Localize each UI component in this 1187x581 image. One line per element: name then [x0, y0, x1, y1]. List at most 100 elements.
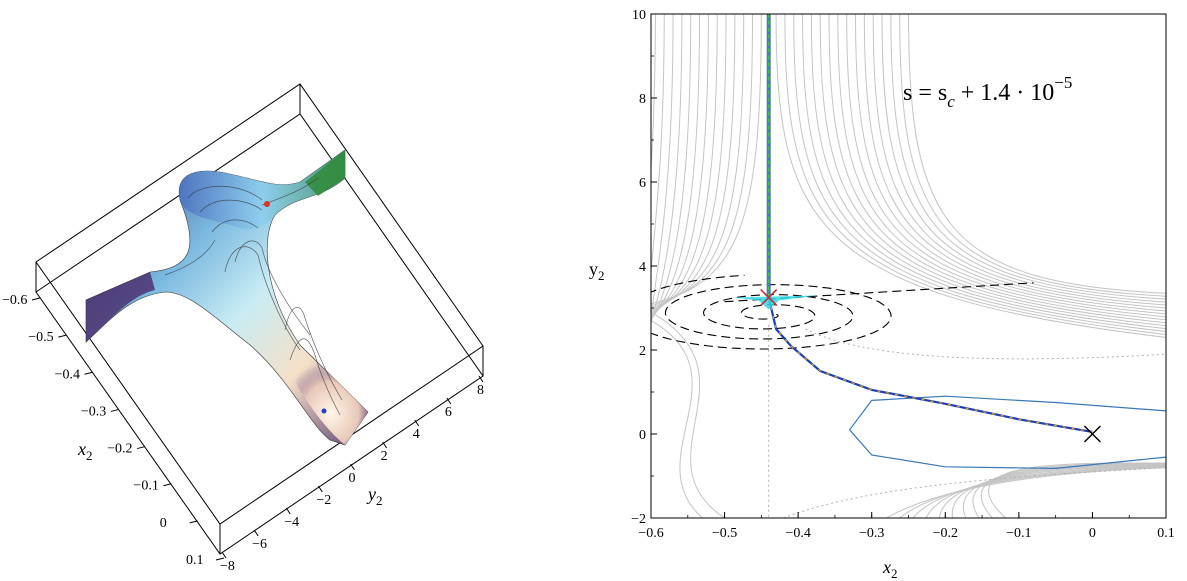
contour-line: [952, 464, 1166, 518]
contour-line: [651, 14, 692, 321]
y-tick-label: 0: [639, 428, 646, 443]
contour-line: [651, 14, 745, 309]
x2-tick-mark: [110, 408, 119, 412]
y2-ticks: −8 −6 −4 −2 0 2 4 6 8: [220, 375, 484, 574]
y-tick-label: 8: [639, 92, 646, 107]
y-tick-label: 2: [639, 344, 646, 359]
contour-lines: [651, 14, 1166, 518]
y-axis-title-main: y: [589, 259, 598, 279]
contour-line: [810, 14, 1166, 327]
contour-line: [651, 14, 727, 313]
contour-line: [837, 14, 1166, 318]
x2-axis-title-main: x: [77, 439, 86, 459]
y2-tick-label: 0: [349, 471, 356, 486]
separatrix-upper: [805, 328, 1166, 360]
contour-line: [651, 14, 762, 305]
y-tick-label: −2: [631, 512, 646, 527]
y-axis-ticks: −2 0 2 4 6 8 10: [631, 8, 657, 527]
contour-line: [784, 14, 1166, 335]
saddle-marker-3d: [264, 201, 270, 207]
contour-line: [651, 14, 718, 315]
markers: [760, 288, 1101, 443]
contour-line: [651, 320, 703, 518]
y2-tick-label: 8: [477, 383, 484, 398]
contour-line: [651, 334, 652, 336]
x-tick-label: 0.1: [1157, 526, 1175, 541]
plot-frame: [650, 13, 1167, 519]
x2-tick-label: −0.4: [55, 367, 80, 382]
saddle-region: [732, 295, 817, 310]
x2-tick-label: −0.2: [107, 442, 132, 457]
contour-line: [793, 14, 1166, 333]
trajectory-line: [767, 297, 1093, 433]
contour-line: [890, 14, 1166, 300]
contour-line: [886, 467, 1166, 518]
contour-line: [651, 14, 674, 325]
saddle-region-fill: [732, 295, 817, 310]
y2-tick-label: 4: [413, 427, 420, 442]
x-axis-title-main: x: [882, 557, 891, 577]
x2-ticks: −0.6 −0.5 −0.4 −0.3 −0.2 −0.1 0 0.1: [2, 293, 225, 568]
x2-tick-label: 0: [160, 516, 167, 531]
contour-line: [938, 465, 1166, 518]
x2-tick-mark: [137, 446, 146, 450]
contour-line: [802, 14, 1166, 330]
contour-line: [988, 462, 1166, 518]
x2-tick-label: −0.5: [28, 330, 53, 345]
separatrix-lines: [768, 324, 1166, 518]
y-tick-label: 6: [639, 176, 646, 191]
contour-line: [651, 14, 683, 323]
y2-tick-mark: [446, 397, 452, 405]
contour-line: [899, 466, 1166, 518]
y2-tick-label: −2: [316, 493, 331, 508]
x2-tick-label: −0.1: [133, 479, 158, 494]
spiral-trajectory: [651, 274, 1034, 350]
spiral-curve: [651, 274, 892, 350]
minimum-marker-3d: [321, 408, 327, 414]
x2-tick-label: −0.3: [81, 404, 106, 419]
y2-tick-label: −4: [284, 515, 299, 530]
contour-line: [963, 464, 1166, 518]
contour-line: [828, 14, 1166, 321]
trajectory-dash: [768, 297, 1093, 433]
contour-line: [819, 14, 1166, 324]
y2-tick-mark: [317, 485, 323, 493]
contour-line: [912, 466, 1166, 518]
annotation-lhs: s = s: [903, 80, 947, 106]
parameter-annotation: s = sc + 1.4 · 10−5: [903, 73, 1072, 111]
x2-tick-mark: [215, 557, 225, 561]
contour-line: [651, 14, 665, 327]
y2-tick-mark: [478, 375, 484, 383]
contour-line: [651, 14, 709, 317]
contour-line: [872, 14, 1166, 306]
x-tick-label: −0.1: [1006, 526, 1031, 541]
closed-contour: [849, 395, 1166, 469]
x-axis-ticks: −0.6 −0.5 −0.4 −0.3 −0.2 −0.1 0 0.1: [638, 512, 1175, 541]
y2-tick-mark: [350, 463, 355, 471]
contour-line: [651, 14, 701, 319]
surface-plot: −0.6 −0.5 −0.4 −0.3 −0.2 −0.1 0 0.1 −8 −6 −4 −2 0 2 4…: [2, 83, 484, 574]
y2-tick-label: −8: [220, 559, 235, 574]
y2-tick-mark: [221, 551, 227, 559]
y-tick-label: 10: [632, 8, 646, 23]
x-tick-label: −0.2: [933, 526, 958, 541]
y2-axis-title-main: y: [366, 484, 376, 504]
spiral-tail: [724, 282, 1034, 303]
surface: [85, 149, 369, 446]
separatrix-lower: [783, 467, 1166, 518]
contour-line: [980, 463, 1166, 518]
y-axis-title-sub: 2: [598, 268, 605, 283]
y-axis-title: y2: [589, 259, 605, 283]
contour-line: [846, 14, 1166, 315]
contour-line: [651, 14, 656, 329]
y2-tick-label: 2: [381, 449, 388, 464]
contour-line: [972, 463, 1166, 518]
x2-tick-mark: [163, 483, 172, 487]
x-axis-title: x2: [882, 557, 898, 581]
y-tick-label: 4: [639, 260, 646, 275]
y2-axis-title-sub: 2: [376, 493, 383, 508]
y2-tick-mark: [382, 441, 388, 449]
x-tick-label: −0.3: [859, 526, 884, 541]
x2-tick-label: −0.6: [2, 293, 27, 308]
x2-tick-label: 0.1: [186, 553, 204, 568]
